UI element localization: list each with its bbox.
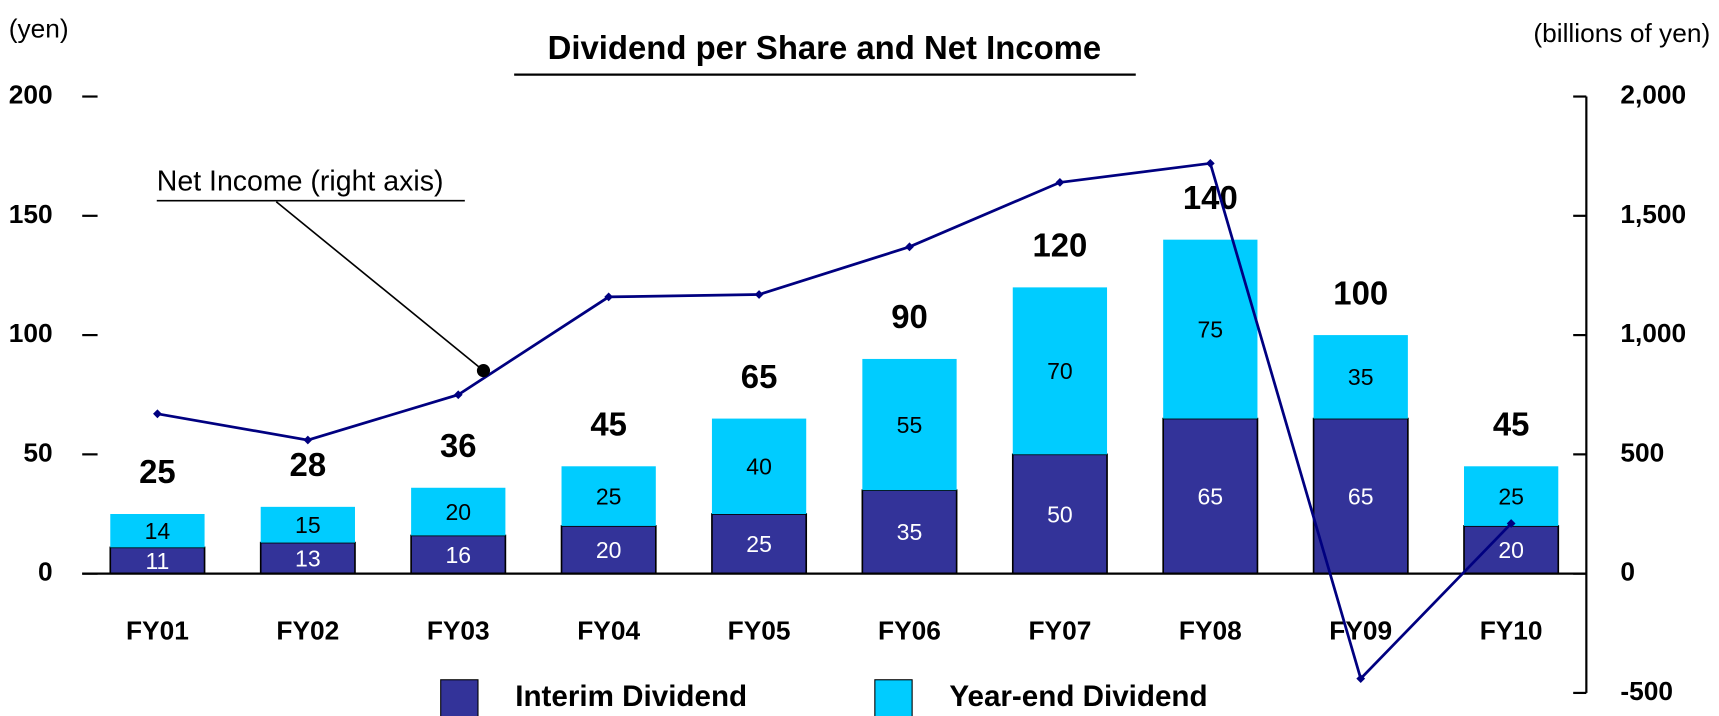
annotation-dot	[476, 364, 491, 378]
bar	[1012, 287, 1108, 455]
annotation: Net Income (right axis)	[157, 166, 444, 198]
bar-value-label: 25	[1498, 483, 1524, 509]
line-marker	[754, 290, 764, 299]
bar	[110, 514, 205, 548]
total-label: 140	[1183, 179, 1238, 216]
bar-value-label: 16	[445, 542, 471, 568]
line-marker	[604, 292, 614, 302]
line-marker	[303, 435, 313, 445]
line-marker	[1356, 674, 1366, 683]
y-tick-label: 150	[9, 199, 53, 229]
bar-value-label: 55	[897, 412, 923, 438]
bar-value-label: 25	[596, 483, 622, 509]
bar	[1313, 335, 1408, 419]
y2-tick-label: 1,500	[1620, 199, 1686, 229]
x-tick-label: FY07	[1028, 616, 1091, 646]
x-tick-label: FY09	[1329, 616, 1392, 646]
bar	[711, 418, 807, 515]
bar-value-label: 35	[897, 519, 923, 545]
y-tick-label: 0	[38, 557, 53, 587]
bar	[711, 513, 808, 575]
x-tick-label: FY04	[577, 616, 640, 646]
legend-label: Interim Dividend	[515, 680, 747, 713]
legend-label: Year-end Dividend	[949, 680, 1207, 713]
bar	[260, 506, 355, 543]
y2-tick-label: 1,000	[1620, 318, 1686, 348]
chart-title: Dividend per Share and Net Income	[548, 29, 1102, 66]
total-label: 45	[590, 406, 627, 443]
bar	[561, 466, 656, 526]
bar-value-label: 15	[295, 512, 321, 538]
bar-value-label: 70	[1047, 358, 1073, 384]
total-label: 100	[1333, 274, 1388, 311]
y2-tick-label: 0	[1620, 557, 1635, 587]
total-label: 120	[1032, 227, 1087, 264]
y-tick-label: 50	[23, 437, 52, 467]
annotation-leader	[275, 201, 484, 372]
bar	[862, 358, 957, 491]
x-tick-label: FY08	[1179, 616, 1242, 646]
bar-value-label: 11	[145, 548, 169, 574]
bar-value-label: 75	[1198, 316, 1224, 342]
legend-swatch	[440, 679, 479, 716]
bar-value-label: 20	[445, 499, 471, 525]
bar	[861, 489, 958, 575]
bar-value-label: 13	[295, 545, 321, 571]
bar	[411, 487, 506, 536]
bar-value-label: 65	[1348, 483, 1374, 509]
bar	[1463, 525, 1560, 575]
net-income-line	[157, 161, 1513, 682]
line-marker	[905, 242, 914, 252]
bar	[109, 546, 206, 575]
bar-value-label: 25	[746, 531, 772, 557]
bar-value-label: 20	[1498, 537, 1524, 563]
y2-tick-label: 500	[1620, 437, 1664, 467]
y2-tick-label: -500	[1620, 676, 1673, 706]
x-tick-label: FY10	[1480, 616, 1543, 646]
x-tick-label: FY03	[427, 616, 490, 646]
total-label: 28	[290, 446, 327, 483]
total-label: 90	[891, 298, 928, 335]
y-tick-label: 100	[9, 318, 53, 348]
x-tick-label: FY01	[126, 616, 189, 646]
y-tick-label: 200	[9, 79, 53, 109]
x-tick-label: FY05	[728, 616, 791, 646]
line-marker	[1205, 158, 1215, 168]
line-marker	[453, 390, 463, 400]
x-tick-label: FY02	[276, 616, 339, 646]
bar	[1011, 453, 1108, 575]
bar-value-label: 20	[596, 537, 622, 563]
bar-value-label: 65	[1198, 483, 1224, 509]
legend-swatch	[874, 679, 913, 716]
bar-value-label: 35	[1348, 364, 1374, 390]
bar-value-label: 14	[145, 518, 171, 544]
bar-value-label: 50	[1047, 501, 1073, 527]
x-tick-label: FY06	[878, 616, 941, 646]
line-marker	[1055, 178, 1065, 187]
y2-axis-label: (billions of yen)	[1533, 18, 1710, 48]
y2-tick-label: 2,000	[1620, 79, 1686, 109]
bar	[410, 534, 507, 575]
line-marker	[1506, 519, 1516, 528]
line-marker	[153, 409, 162, 419]
total-label: 36	[440, 427, 477, 464]
bar-value-label: 40	[746, 454, 772, 480]
total-label: 25	[139, 453, 176, 490]
total-label: 45	[1493, 406, 1530, 443]
bar	[1464, 466, 1559, 526]
y-axis-label: (yen)	[9, 14, 69, 44]
total-label: 65	[741, 358, 778, 395]
bar	[1312, 417, 1409, 575]
